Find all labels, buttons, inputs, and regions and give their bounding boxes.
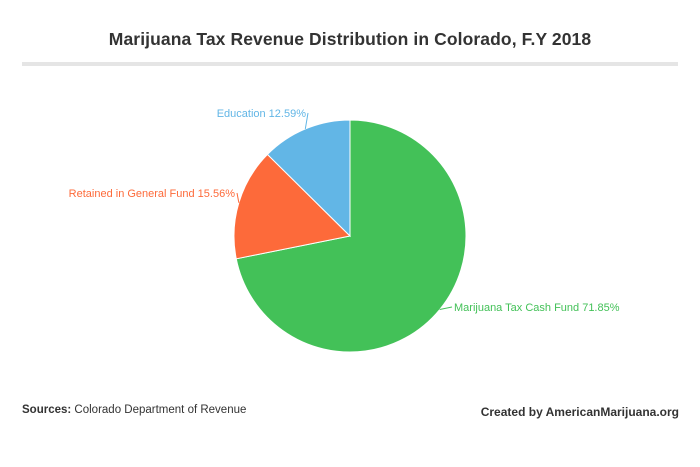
connector-line — [439, 306, 453, 311]
slice-label: Education 12.59% — [217, 108, 307, 120]
credit-note: Created by AmericanMarijuana.org — [480, 405, 679, 419]
connector-line — [236, 192, 240, 203]
connector-line — [304, 112, 309, 130]
slice-label: Marijuana Tax Cash Fund 71.85% — [454, 302, 620, 314]
slice-label: Retained in General Fund 15.56% — [69, 188, 236, 200]
sources-label: Sources: — [22, 404, 72, 416]
pie-slice-marijuana-tax-cash-fund[interactable] — [235, 119, 467, 353]
sources-text: Colorado Department of Revenue — [74, 404, 247, 416]
pie-slice-education[interactable] — [266, 119, 351, 238]
chart-title: Marijuana Tax Revenue Distribution in Co… — [108, 29, 592, 49]
sources-note: Sources: Colorado Department of Revenue — [22, 404, 246, 416]
title-divider — [22, 62, 678, 66]
pie-slice-retained-in-general-fund[interactable] — [233, 153, 352, 260]
